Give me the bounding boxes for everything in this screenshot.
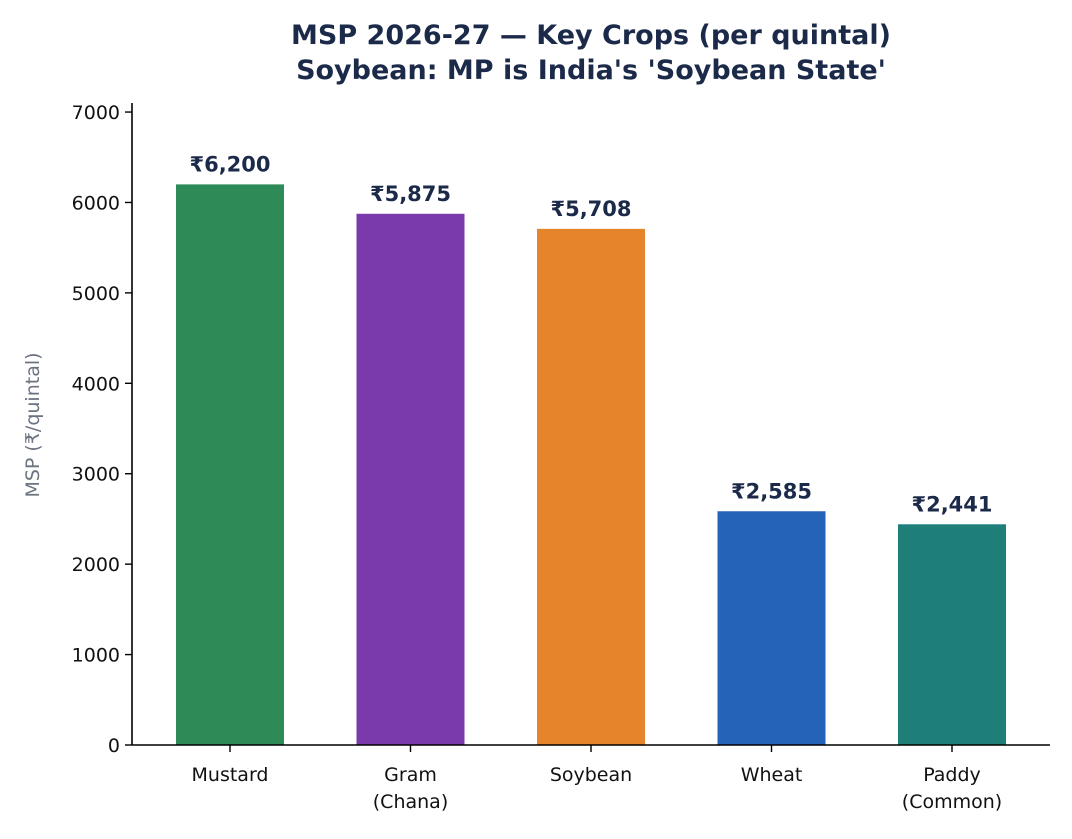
data-label-4: ₹2,441 [911, 492, 992, 516]
x-tick-label-1: Gram (Chana) [373, 764, 448, 813]
x-tick-label-line: (Common) [902, 791, 1002, 813]
chart-subtitle: Soybean: MP is India's 'Soybean State' [296, 55, 886, 86]
y-tick-label-0: 0 [108, 735, 120, 757]
y-tick-label-1: 1000 [72, 645, 120, 667]
data-label-3: ₹2,585 [731, 479, 812, 503]
x-tick-label-0: Mustard [192, 764, 269, 786]
x-tick-label-line: Wheat [741, 764, 803, 786]
x-tick-label-line: Mustard [192, 764, 269, 786]
y-tick-label-2: 2000 [72, 554, 120, 576]
y-tick-label-3: 3000 [72, 464, 120, 486]
bar-3 [717, 511, 826, 745]
axes-layer: 0 1000 2000 3000 4000 5000 6000 7000 Mustard Gram… [72, 102, 1050, 813]
y-tick-label-7: 7000 [72, 102, 120, 124]
bar-2 [537, 228, 645, 745]
x-tick-label-line: Soybean [550, 764, 632, 786]
x-tick-label-4: Paddy (Common) [902, 764, 1002, 813]
data-label-1: ₹5,875 [370, 182, 451, 206]
x-tick-label-2: Soybean [550, 764, 632, 786]
x-tick-label-line: Paddy [923, 764, 981, 786]
chart-title: MSP 2026-27 — Key Crops (per quintal) [291, 20, 891, 51]
data-label-0: ₹6,200 [189, 152, 270, 176]
x-tick-label-3: Wheat [741, 764, 803, 786]
data-label-2: ₹5,708 [550, 197, 631, 221]
x-tick-label-line: (Chana) [373, 791, 448, 813]
y-tick-label-4: 4000 [72, 373, 120, 395]
y-tick-label-6: 6000 [72, 192, 120, 214]
y-tick-label-5: 5000 [72, 283, 120, 305]
y-axis-label: MSP (₹/quintal) [22, 352, 44, 497]
bars-layer: ₹6,200 ₹5,875 ₹5,708 ₹2,585 ₹2,441 [176, 152, 1006, 746]
bar-4 [898, 524, 1006, 745]
x-tick-label-line: Gram [384, 764, 437, 786]
bar-1 [356, 213, 465, 746]
bar-0 [176, 184, 284, 746]
